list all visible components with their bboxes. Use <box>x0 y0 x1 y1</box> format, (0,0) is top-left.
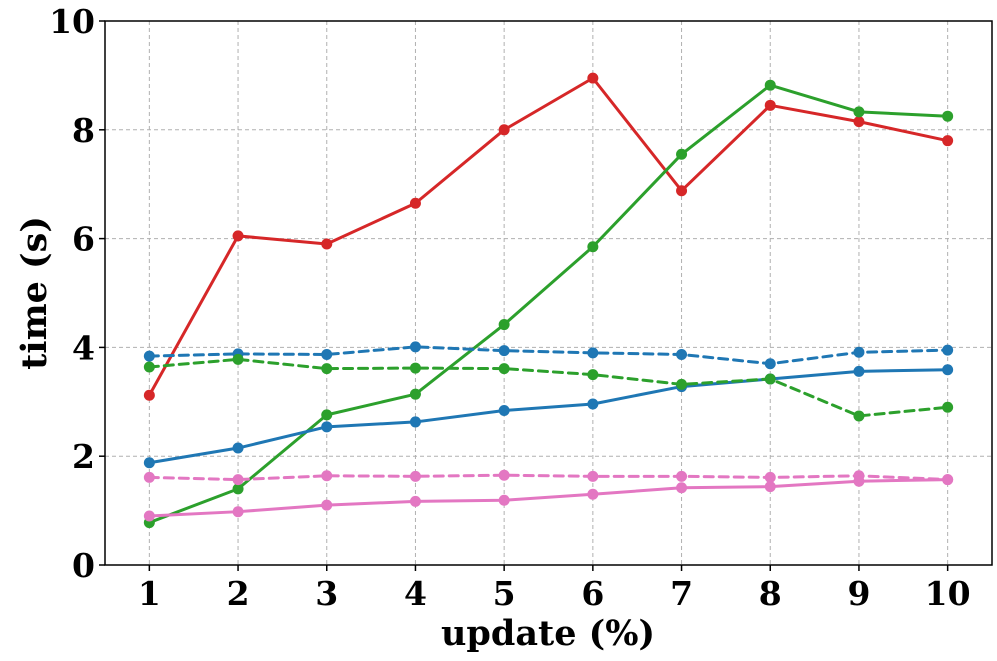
x-tick-label: 10 <box>925 574 971 613</box>
data-point <box>232 506 244 518</box>
data-point <box>143 510 155 522</box>
data-point <box>143 471 155 483</box>
data-point <box>321 238 333 250</box>
data-point <box>942 110 954 122</box>
data-point <box>232 483 244 495</box>
x-tick-label: 5 <box>493 574 516 613</box>
data-point <box>764 358 776 370</box>
series-line <box>147 368 950 465</box>
data-point <box>764 471 776 483</box>
x-tick-label: 3 <box>315 574 338 613</box>
data-point <box>676 148 688 160</box>
data-point <box>498 124 510 136</box>
data-point <box>498 494 510 506</box>
series-line <box>147 473 950 482</box>
series-1 <box>143 72 954 401</box>
data-point <box>942 364 954 376</box>
x-tick-label: 4 <box>404 574 427 613</box>
data-point <box>676 482 688 494</box>
data-point <box>409 341 421 353</box>
data-point <box>321 348 333 360</box>
data-point <box>409 362 421 374</box>
data-point <box>232 230 244 242</box>
x-tick-label: 6 <box>581 574 604 613</box>
data-point <box>853 116 865 128</box>
data-point <box>587 369 599 381</box>
data-point <box>321 499 333 511</box>
series-5 <box>143 353 954 422</box>
data-point <box>853 475 865 487</box>
data-point <box>409 495 421 507</box>
data-point <box>853 106 865 118</box>
series-line <box>147 357 950 418</box>
data-point <box>409 388 421 400</box>
data-point <box>409 470 421 482</box>
data-point <box>321 363 333 375</box>
data-point <box>676 378 688 390</box>
y-tick-label: 4 <box>72 328 95 367</box>
data-point <box>587 72 599 84</box>
data-point <box>942 401 954 413</box>
data-point <box>942 135 954 147</box>
data-point <box>143 389 155 401</box>
data-point <box>587 241 599 253</box>
data-point <box>764 79 776 91</box>
x-axis-title: update (%) <box>441 613 655 654</box>
data-point <box>764 99 776 111</box>
data-point <box>409 416 421 428</box>
series-layer <box>143 72 954 529</box>
data-point <box>676 185 688 197</box>
data-point <box>764 481 776 493</box>
y-tick-label: 10 <box>49 2 95 41</box>
data-point <box>587 470 599 482</box>
data-point <box>232 474 244 486</box>
data-point <box>143 350 155 362</box>
data-point <box>232 353 244 365</box>
data-point <box>676 470 688 482</box>
data-point <box>853 365 865 377</box>
data-point <box>143 457 155 469</box>
series-line <box>147 83 950 525</box>
data-point <box>321 421 333 433</box>
series-7 <box>143 474 954 522</box>
x-tick-label: 1 <box>138 574 161 613</box>
data-point <box>498 469 510 481</box>
data-point <box>321 470 333 482</box>
data-point <box>321 409 333 421</box>
plot-frame <box>104 20 993 566</box>
data-point <box>942 344 954 356</box>
series-4 <box>143 341 954 370</box>
data-point <box>498 345 510 357</box>
x-tick-label: 9 <box>847 574 870 613</box>
data-point <box>409 197 421 209</box>
data-point <box>942 474 954 486</box>
tick-layer: 1 2 3 4 5 6 7 8 9 10 0 2 4 6 8 10 <box>49 2 971 613</box>
y-tick-label: 0 <box>72 546 95 585</box>
series-line <box>147 345 950 366</box>
data-point <box>587 398 599 410</box>
y-tick-label: 2 <box>72 437 95 476</box>
y-axis-title: time (s) <box>14 216 55 370</box>
data-point <box>232 442 244 454</box>
data-point <box>853 410 865 422</box>
series-2 <box>143 79 954 529</box>
data-point <box>143 361 155 373</box>
data-point <box>498 363 510 375</box>
data-point <box>587 347 599 359</box>
data-point <box>498 405 510 417</box>
x-tick-label: 8 <box>759 574 782 613</box>
data-point <box>853 346 865 358</box>
data-point <box>498 319 510 331</box>
series-line <box>147 478 950 518</box>
x-tick-label: 2 <box>227 574 250 613</box>
y-tick-label: 6 <box>72 220 95 259</box>
x-tick-label: 7 <box>670 574 693 613</box>
y-tick-label: 8 <box>72 111 95 150</box>
data-point <box>587 488 599 500</box>
series-line <box>147 76 950 397</box>
data-point <box>676 348 688 360</box>
data-point <box>764 373 776 385</box>
